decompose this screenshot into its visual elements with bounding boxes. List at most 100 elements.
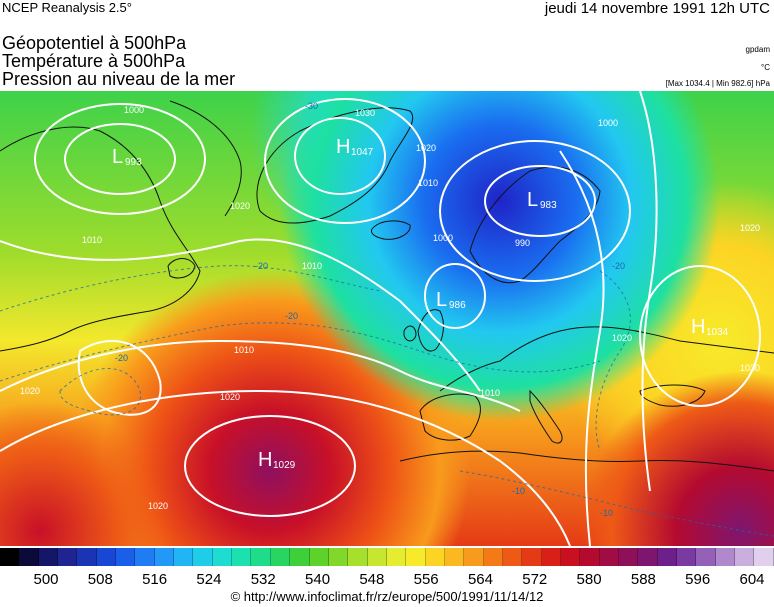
pressure-center-high: H 1029 [258, 449, 296, 471]
temperature-labels: -20 -20 -20 -30 -20 -10 -10 [115, 101, 625, 518]
svg-text:H: H [258, 449, 272, 471]
color-swatch [58, 548, 78, 566]
color-swatch [154, 548, 175, 566]
isobar-label: 1000 [124, 105, 144, 115]
isobar-label: 1030 [355, 108, 375, 118]
color-swatch [541, 548, 561, 566]
isotherm-label: -20 [255, 261, 268, 271]
color-swatch [0, 548, 20, 566]
unit-pressure-range: [Max 1034.4 | Min 982.6] hPa [665, 79, 770, 88]
color-swatch [116, 548, 136, 566]
isobar-label: 1000 [433, 233, 453, 243]
color-swatch [270, 548, 291, 566]
weather-map: 1000 1030 1020 1010 1000 990 1020 1010 1… [0, 91, 774, 546]
color-swatch [38, 548, 59, 566]
isotherm-label: -10 [512, 486, 525, 496]
color-swatch [619, 548, 639, 566]
color-scale-tick-label: 524 [196, 571, 222, 588]
pressure-center-low: L 983 [527, 189, 557, 211]
color-swatch [290, 548, 310, 566]
pressure-center-low: L 993 [112, 146, 142, 168]
isotherm-label: -10 [600, 508, 613, 518]
color-swatch [406, 548, 426, 566]
color-swatch [193, 548, 213, 566]
color-swatch [328, 548, 349, 566]
isobar-label: 1020 [416, 143, 436, 153]
color-scale-tick-label: 596 [685, 571, 711, 588]
color-scale-tick-label: 580 [576, 571, 602, 588]
svg-text:1029: 1029 [273, 460, 296, 471]
color-scale-bar [0, 548, 774, 566]
isobar-label: 1020 [612, 333, 632, 343]
color-swatch [348, 548, 368, 566]
color-swatch [638, 548, 658, 566]
unit-celsius: °C [761, 63, 770, 72]
color-swatch [425, 548, 445, 566]
isotherm-label: -20 [285, 311, 298, 321]
color-scale-tick-label: 508 [87, 571, 113, 588]
svg-text:986: 986 [449, 300, 466, 311]
color-swatch [715, 548, 736, 566]
svg-text:993: 993 [125, 157, 142, 168]
pressure-center-high: H 1047 [336, 136, 374, 158]
color-scale-tick-label: 532 [250, 571, 276, 588]
color-swatch [677, 548, 697, 566]
svg-text:L: L [436, 289, 447, 311]
svg-text:L: L [112, 146, 123, 168]
color-scale-tick-label: 500 [33, 571, 59, 588]
color-swatch [251, 548, 271, 566]
isotherms [0, 265, 774, 537]
isobar-label: 1020 [20, 386, 40, 396]
color-swatch [174, 548, 194, 566]
color-swatch [483, 548, 503, 566]
color-scale-tick-label: 572 [522, 571, 548, 588]
unit-gpdam: gpdam [745, 45, 770, 54]
color-scale-tick-label: 588 [630, 571, 656, 588]
color-swatch [232, 548, 252, 566]
svg-text:983: 983 [540, 200, 557, 211]
isobar-label: 1010 [418, 178, 438, 188]
title-pressure: Pression au niveau de la mer [2, 69, 236, 89]
isobar-labels: 1000 1030 1020 1010 1000 990 1020 1010 1… [20, 105, 760, 511]
isobar-label: 1020 [220, 392, 240, 402]
color-swatch [367, 548, 387, 566]
color-scale-tick-label: 556 [413, 571, 439, 588]
color-swatch [309, 548, 329, 566]
color-swatch [522, 548, 542, 566]
isobar-label: 1030 [740, 363, 760, 373]
color-swatch [580, 548, 600, 566]
color-scale-tick-label: 548 [359, 571, 385, 588]
color-scale-tick-label: 564 [467, 571, 493, 588]
isobar-label: 990 [515, 238, 530, 248]
isotherm-label: -20 [115, 353, 128, 363]
title-temperature: Température à 500hPa [2, 51, 186, 71]
color-swatch [560, 548, 581, 566]
color-swatch [77, 548, 97, 566]
color-scale-tick-label: 604 [739, 571, 765, 588]
color-swatch [135, 548, 155, 566]
svg-text:H: H [691, 316, 705, 338]
pressure-center-high: H 1034 [691, 316, 729, 338]
isotherm-label: -20 [612, 261, 625, 271]
color-swatch [599, 548, 619, 566]
pressure-center-low: L 986 [436, 289, 466, 311]
color-swatch [464, 548, 484, 566]
isobar-label: 1000 [598, 118, 618, 128]
color-scale-tick-label: 540 [305, 571, 331, 588]
title-geopotential: Géopotentiel à 500hPa [2, 33, 187, 53]
svg-text:H: H [336, 136, 350, 158]
svg-text:1034: 1034 [706, 327, 729, 338]
isobars [0, 91, 761, 546]
color-swatch [19, 548, 39, 566]
color-scale-tick-label: 516 [142, 571, 168, 588]
color-swatch [657, 548, 678, 566]
color-swatch [386, 548, 407, 566]
date-time: jeudi 14 novembre 1991 12h UTC [544, 0, 770, 17]
isotherm-label: -30 [305, 101, 318, 111]
svg-text:1047: 1047 [351, 147, 374, 158]
color-swatch [696, 548, 716, 566]
color-swatch [96, 548, 117, 566]
source-url: © http://www.infoclimat.fr/rz/europe/500… [230, 589, 544, 604]
coastlines [0, 100, 774, 472]
color-swatch [735, 548, 755, 566]
